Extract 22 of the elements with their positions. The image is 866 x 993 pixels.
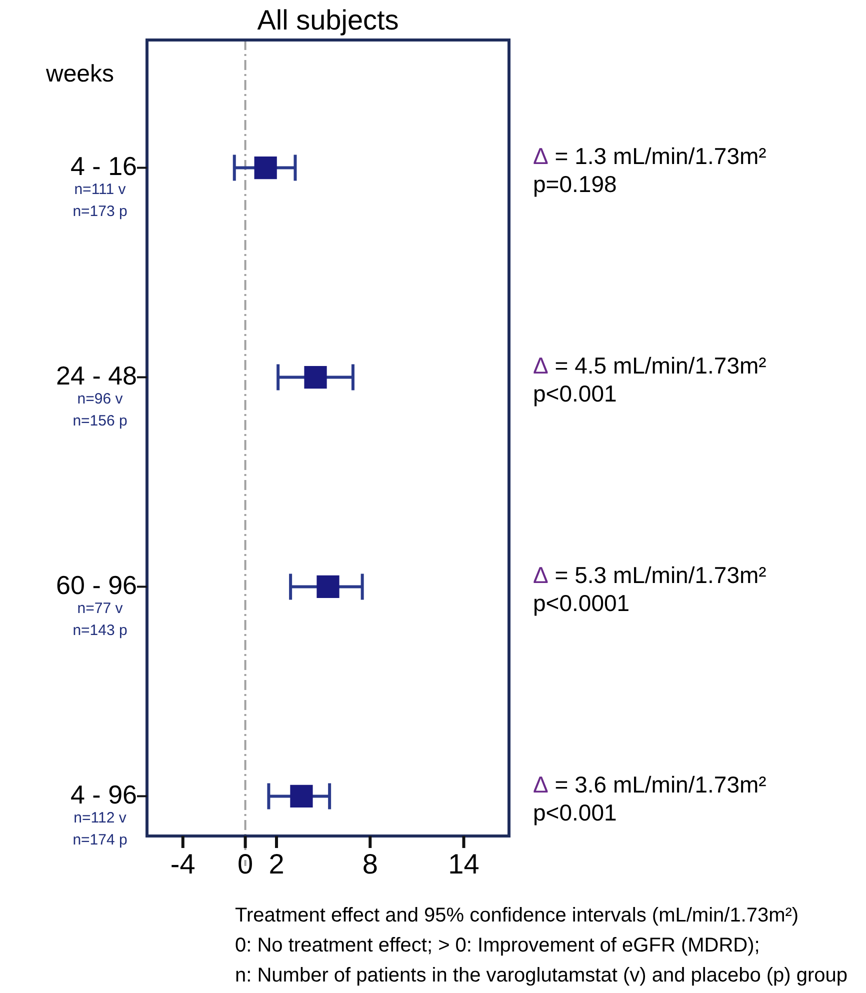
chart-title: All subjects bbox=[257, 4, 399, 36]
point bbox=[304, 366, 327, 389]
data-label: Δ = 3.6 mL/min/1.73m² p<0.001 bbox=[533, 772, 767, 826]
data-label: Δ = 1.3 mL/min/1.73m² p=0.198 bbox=[533, 143, 767, 198]
y-axis-title: weeks bbox=[44, 60, 114, 88]
data-label: Δ = 4.5 mL/min/1.73m² p<0.001 bbox=[533, 352, 767, 407]
x-axis-title: Treatment effect and 95% confidence intervals (mL/min/1.73m²) bbox=[235, 904, 799, 927]
point bbox=[254, 156, 277, 180]
y-tick-label: 4 - 96 n=112 v n=174 p bbox=[70, 779, 137, 848]
x-tick-label: 14 bbox=[448, 848, 480, 880]
data-label: Δ = 5.3 mL/min/1.73m² p<0.0001 bbox=[533, 562, 767, 616]
y-tick-label: 24 - 48 n=96 v n=156 p bbox=[56, 360, 137, 430]
x-tick-label: 2 bbox=[268, 848, 284, 880]
x-tick-label: 0 bbox=[238, 848, 254, 880]
text: n: Number of patients in the varoglutamstat (v) and placebo (p) group bbox=[235, 964, 848, 987]
text: 0: No treatment effect; > 0: Improvement of eGFR (MDRD); bbox=[235, 934, 760, 957]
point bbox=[290, 784, 313, 808]
x-tick-label: 8 bbox=[362, 848, 378, 880]
y-tick-label: 4 - 16 n=111 v n=173 p bbox=[70, 150, 137, 220]
x-tick-label: -4 bbox=[170, 848, 196, 880]
y-tick-label: 60 - 96 n=77 v n=143 p bbox=[56, 570, 137, 639]
point bbox=[316, 575, 340, 598]
